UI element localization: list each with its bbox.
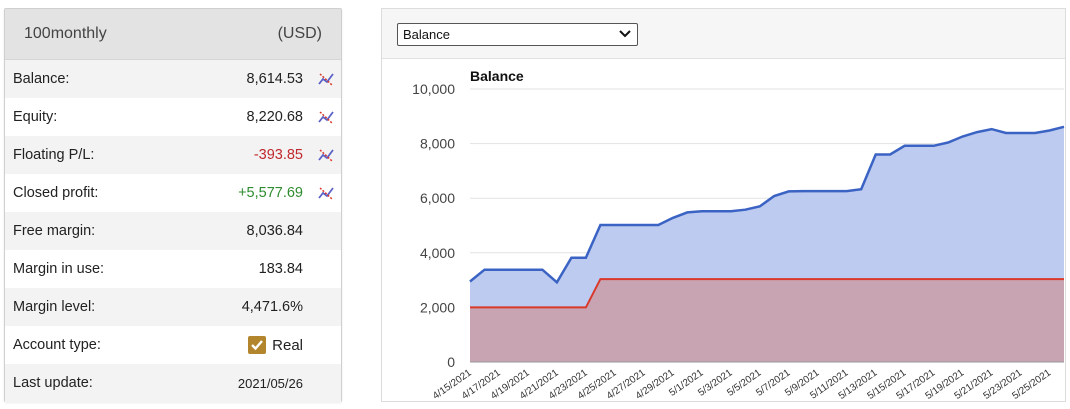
stat-value: -393.85 <box>253 147 303 163</box>
stat-label: Free margin: <box>13 223 96 239</box>
stat-row: Floating P/L: -393.85 <box>5 136 341 174</box>
stat-label: Closed profit: <box>13 185 99 201</box>
checkbox-checked-icon <box>248 336 267 354</box>
stat-row: Free margin: 8,036.84 <box>5 212 341 250</box>
chart-title: Balance <box>470 68 524 84</box>
stat-label: Account type: <box>13 337 101 353</box>
balance-chart: 02,0004,0006,0008,00010,000Balance4/15/2… <box>412 68 1065 401</box>
stat-label: Balance: <box>13 71 70 87</box>
stat-row: Account type: Real <box>5 326 341 364</box>
y-tick-label: 8,000 <box>420 136 455 152</box>
stat-row: Equity: 8,220.68 <box>5 98 341 136</box>
y-tick-label: 2,000 <box>420 299 455 315</box>
stat-label: Floating P/L: <box>13 147 95 163</box>
stat-label: Equity: <box>13 109 58 125</box>
chevron-down-icon <box>619 30 631 38</box>
stat-row: Balance: 8,614.53 <box>5 60 341 98</box>
chart-line-icon[interactable] <box>318 109 334 125</box>
account-currency: (USD) <box>277 25 322 42</box>
stat-label: Margin level: <box>13 299 96 315</box>
stat-label: Margin in use: <box>13 261 105 277</box>
stat-value: 8,614.53 <box>246 71 303 87</box>
stat-value: +5,577.69 <box>238 185 303 201</box>
account-panel: 100monthly (USD) Balance: 8,614.53 Equity:… <box>4 8 342 402</box>
y-tick-label: 10,000 <box>412 81 455 97</box>
chart-toolbar: Balance <box>382 9 1065 59</box>
chart-type-selected: Balance <box>403 27 450 42</box>
stat-row: Margin in use: 183.84 <box>5 250 341 288</box>
stat-value: 183.84 <box>258 261 303 277</box>
chart-line-icon[interactable] <box>318 185 334 201</box>
account-type-text: Real <box>272 336 303 354</box>
y-tick-label: 4,000 <box>420 245 455 261</box>
y-tick-label: 0 <box>447 354 455 370</box>
account-type-value: Real <box>248 336 303 354</box>
stat-value: 4,471.6% <box>241 299 303 315</box>
account-header: 100monthly (USD) <box>5 9 341 60</box>
deposit-line <box>470 278 1064 309</box>
stat-value: 8,036.84 <box>246 223 303 239</box>
stat-value: 2021/05/26 <box>237 375 303 391</box>
chart-line-icon[interactable] <box>318 147 334 163</box>
y-tick-label: 6,000 <box>420 190 455 206</box>
chart-type-select[interactable]: Balance <box>397 23 638 46</box>
stat-label: Last update: <box>13 375 93 391</box>
stat-row: Closed profit: +5,577.69 <box>5 174 341 212</box>
chart-line-icon[interactable] <box>318 71 334 87</box>
balance-line <box>469 125 1065 285</box>
account-stats: Balance: 8,614.53 Equity: 8,220.68 Floating … <box>5 60 341 402</box>
stat-row: Margin level: 4,471.6% <box>5 288 341 326</box>
chart-panel: Balance 0 2,000 4,000 6,000 8,000 10,000 Balan… <box>381 8 1066 402</box>
stat-value: 8,220.68 <box>246 109 303 125</box>
stat-row: Last update: 2021/05/26 <box>5 364 341 402</box>
account-name: 100monthly <box>24 25 107 42</box>
deposit-area <box>470 279 1064 362</box>
